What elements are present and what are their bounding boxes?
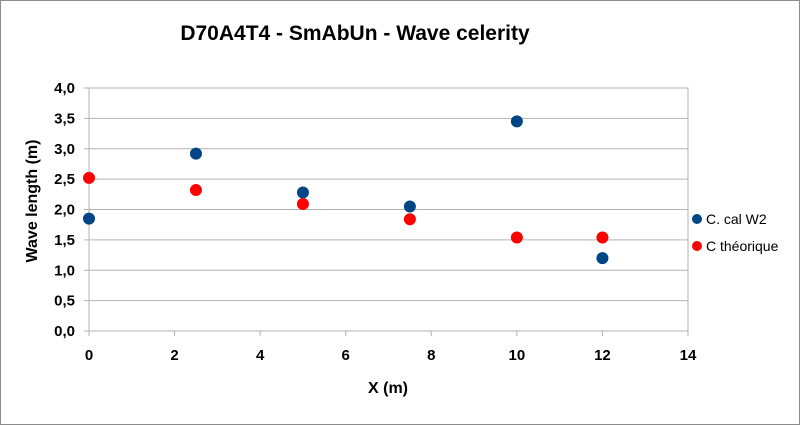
x-tick-label: 2 [170,347,178,364]
data-point-c-theorique [510,231,523,244]
legend-marker-c-theorique [692,241,702,251]
legend: C. cal W2 C théorique [692,211,779,254]
data-point-c-cal-w2 [296,186,309,199]
axes [84,87,689,336]
legend-label-c-cal-w2: C. cal W2 [706,211,767,227]
chart-title: D70A4T4 - SmAbUn - Wave celerity [180,22,530,45]
data-point-c-theorique [596,231,609,244]
data-point-c-cal-w2 [596,252,609,265]
x-axis-title: X (m) [368,380,408,397]
y-tick-label: 3,0 [54,141,75,158]
y-tick-label: 4,0 [54,80,75,97]
data-point-c-cal-w2 [510,115,523,128]
y-tick-label: 1,0 [54,262,75,279]
y-tick-label: 1,5 [54,232,75,249]
legend-marker-c-cal-w2 [692,214,702,224]
x-tick-label: 4 [256,347,265,364]
y-tick-label: 2,5 [54,171,75,188]
y-tick-label: 3,5 [54,110,75,127]
x-tick-labels: 0 2 4 6 8 10 12 14 [85,347,697,364]
x-tick-label: 12 [594,347,611,364]
y-axis-title: Wave length (m) [24,140,41,263]
data-point-c-theorique [403,213,416,226]
y-tick-label: 2,0 [54,202,75,219]
x-tick-label: 6 [342,347,350,364]
x-tick-label: 0 [85,347,93,364]
y-tick-label: 0,5 [54,293,75,310]
legend-label-c-theorique: C théorique [706,238,779,254]
x-tick-label: 8 [427,347,435,364]
data-point-c-theorique [296,198,309,211]
data-point-c-cal-w2 [189,147,202,160]
data-point-c-theorique [83,171,95,184]
x-tick-label: 10 [509,347,526,364]
data-points [83,115,609,265]
data-point-c-theorique [189,184,202,197]
gridlines [89,87,688,332]
y-tick-labels: 0,0 0,5 1,0 1,5 2,0 2,5 3,0 3,5 4,0 [54,80,75,340]
x-tick-label: 14 [680,347,697,364]
y-tick-label: 0,0 [54,323,75,340]
data-point-c-cal-w2 [83,212,95,225]
data-point-c-cal-w2 [403,200,416,213]
